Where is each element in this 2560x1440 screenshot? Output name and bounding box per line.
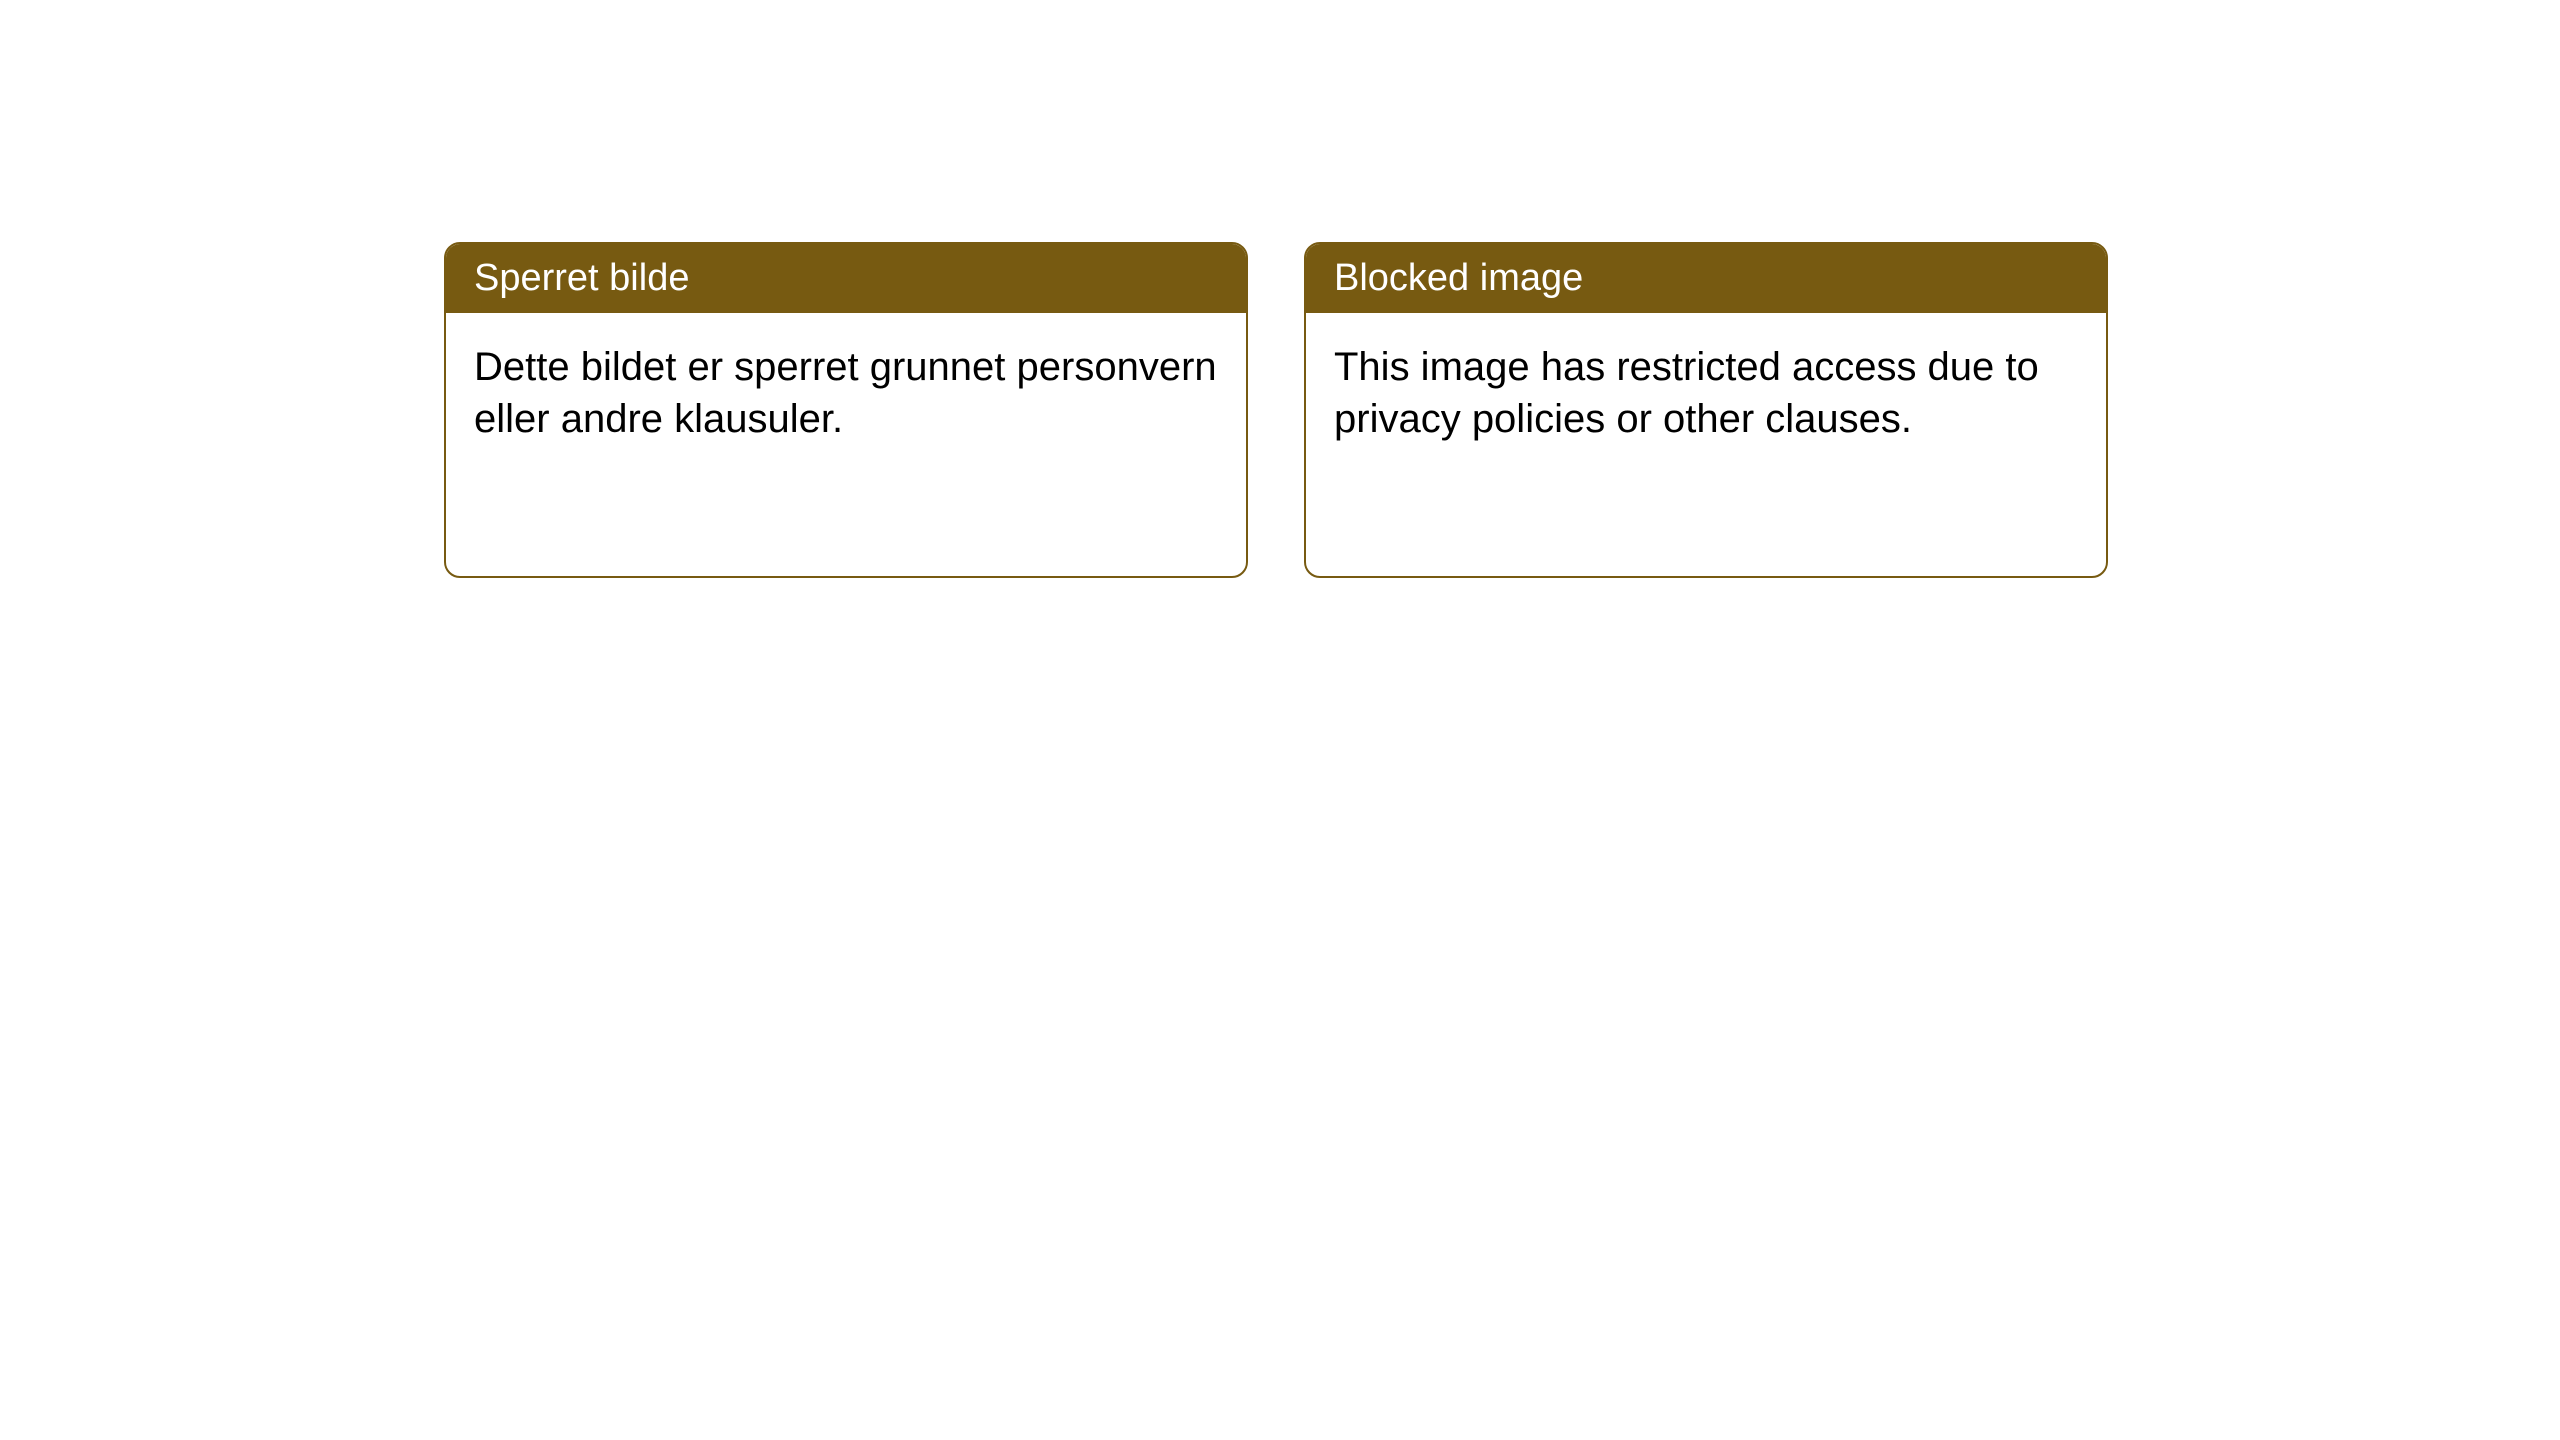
- notice-body-no: Dette bildet er sperret grunnet personve…: [446, 313, 1246, 473]
- notice-card-no: Sperret bilde Dette bildet er sperret gr…: [444, 242, 1248, 578]
- notice-card-en: Blocked image This image has restricted …: [1304, 242, 2108, 578]
- notice-body-en: This image has restricted access due to …: [1306, 313, 2106, 473]
- notice-header-no: Sperret bilde: [446, 244, 1246, 313]
- notice-header-en: Blocked image: [1306, 244, 2106, 313]
- notice-container: Sperret bilde Dette bildet er sperret gr…: [0, 0, 2560, 578]
